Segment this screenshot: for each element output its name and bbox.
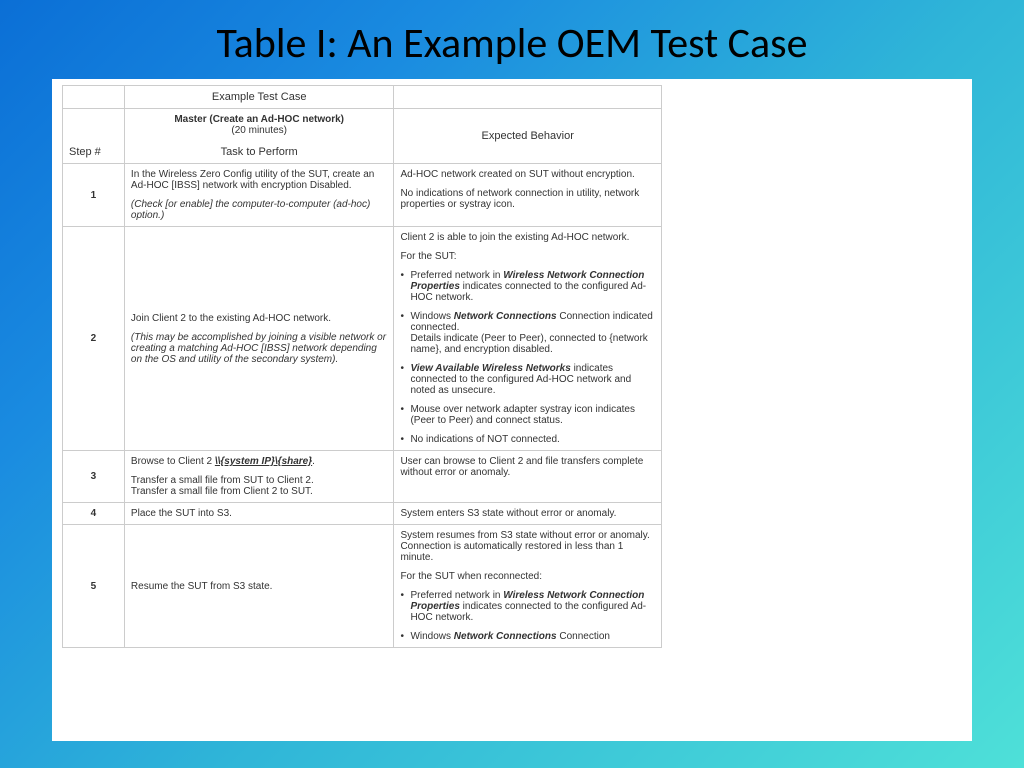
header-example-title: Example Test Case xyxy=(124,86,394,109)
header-step: Step # xyxy=(63,109,125,164)
task-text: Transfer a small file from Client 2 to S… xyxy=(131,486,388,497)
expected-text: System resumes from S3 state without err… xyxy=(400,530,655,541)
table-header-row-1: Example Test Case xyxy=(63,86,662,109)
step-number: 1 xyxy=(63,164,125,227)
list-item: Mouse over network adapter systray icon … xyxy=(400,404,655,426)
expected-text: For the SUT: xyxy=(400,251,655,262)
slide-title: Table I: An Example OEM Test Case xyxy=(0,0,1024,79)
task-cell: Join Client 2 to the existing Ad-HOC net… xyxy=(124,227,394,451)
header-blank-2 xyxy=(394,86,662,109)
task-text: In the Wireless Zero Config utility of t… xyxy=(131,169,388,191)
table-row: 2 Join Client 2 to the existing Ad-HOC n… xyxy=(63,227,662,451)
list-item: Preferred network in Wireless Network Co… xyxy=(400,590,655,623)
task-cell: In the Wireless Zero Config utility of t… xyxy=(124,164,394,227)
expected-cell: System enters S3 state without error or … xyxy=(394,503,662,525)
task-cell: Browse to Client 2 \\{system IP}\{share}… xyxy=(124,451,394,503)
task-text: Join Client 2 to the existing Ad-HOC net… xyxy=(131,313,388,324)
task-text: Browse to Client 2 \\{system IP}\{share}… xyxy=(131,456,388,467)
header-task: Master (Create an Ad-HOC network) (20 mi… xyxy=(124,109,394,164)
table-row: 1 In the Wireless Zero Config utility of… xyxy=(63,164,662,227)
list-item: Preferred network in Wireless Network Co… xyxy=(400,270,655,303)
table-header-row-2: Step # Master (Create an Ad-HOC network)… xyxy=(63,109,662,164)
task-text: Resume the SUT from S3 state. xyxy=(131,581,388,592)
task-text: Place the SUT into S3. xyxy=(131,508,388,519)
header-blank-1 xyxy=(63,86,125,109)
list-item: No indications of NOT connected. xyxy=(400,434,655,445)
step-number: 5 xyxy=(63,525,125,648)
list-item: Windows Network Connections Connection xyxy=(400,631,655,642)
test-case-table: Example Test Case Step # Master (Create … xyxy=(62,85,662,648)
expected-text: For the SUT when reconnected: xyxy=(400,571,655,582)
step-number: 2 xyxy=(63,227,125,451)
expected-text: No indications of network connection in … xyxy=(400,188,655,210)
expected-text: Client 2 is able to join the existing Ad… xyxy=(400,232,655,243)
header-task-label: Task to Perform xyxy=(131,146,388,158)
expected-cell: Ad-HOC network created on SUT without en… xyxy=(394,164,662,227)
table-row: 3 Browse to Client 2 \\{system IP}\{shar… xyxy=(63,451,662,503)
expected-bullets: Preferred network in Wireless Network Co… xyxy=(400,590,655,642)
table-row: 5 Resume the SUT from S3 state. System r… xyxy=(63,525,662,648)
header-minutes-line: (20 minutes) xyxy=(231,125,287,136)
task-text: Transfer a small file from SUT to Client… xyxy=(131,475,388,486)
expected-cell: User can browse to Client 2 and file tra… xyxy=(394,451,662,503)
step-number: 3 xyxy=(63,451,125,503)
step-number: 4 xyxy=(63,503,125,525)
expected-text: Connection is automatically restored in … xyxy=(400,541,655,563)
task-cell: Resume the SUT from S3 state. xyxy=(124,525,394,648)
expected-cell: System resumes from S3 state without err… xyxy=(394,525,662,648)
expected-text: User can browse to Client 2 and file tra… xyxy=(400,456,655,478)
task-text-italic: ((Check [or enable] the computer-to-comp… xyxy=(131,199,388,221)
expected-bullets: Preferred network in Wireless Network Co… xyxy=(400,270,655,445)
header-expected: Expected Behavior xyxy=(394,109,662,164)
task-cell: Place the SUT into S3. xyxy=(124,503,394,525)
expected-text: Ad-HOC network created on SUT without en… xyxy=(400,169,655,180)
table-row: 4 Place the SUT into S3. System enters S… xyxy=(63,503,662,525)
list-item: View Available Wireless Networks indicat… xyxy=(400,363,655,396)
expected-text: System enters S3 state without error or … xyxy=(400,508,655,519)
header-master-line: Master (Create an Ad-HOC network) xyxy=(174,114,344,125)
expected-cell: Client 2 is able to join the existing Ad… xyxy=(394,227,662,451)
slide: Table I: An Example OEM Test Case Exampl… xyxy=(0,0,1024,768)
content-area: Example Test Case Step # Master (Create … xyxy=(52,79,972,741)
task-text-italic: (This may be accomplished by joining a v… xyxy=(131,332,388,365)
list-item: Windows Network Connections Connection i… xyxy=(400,311,655,355)
